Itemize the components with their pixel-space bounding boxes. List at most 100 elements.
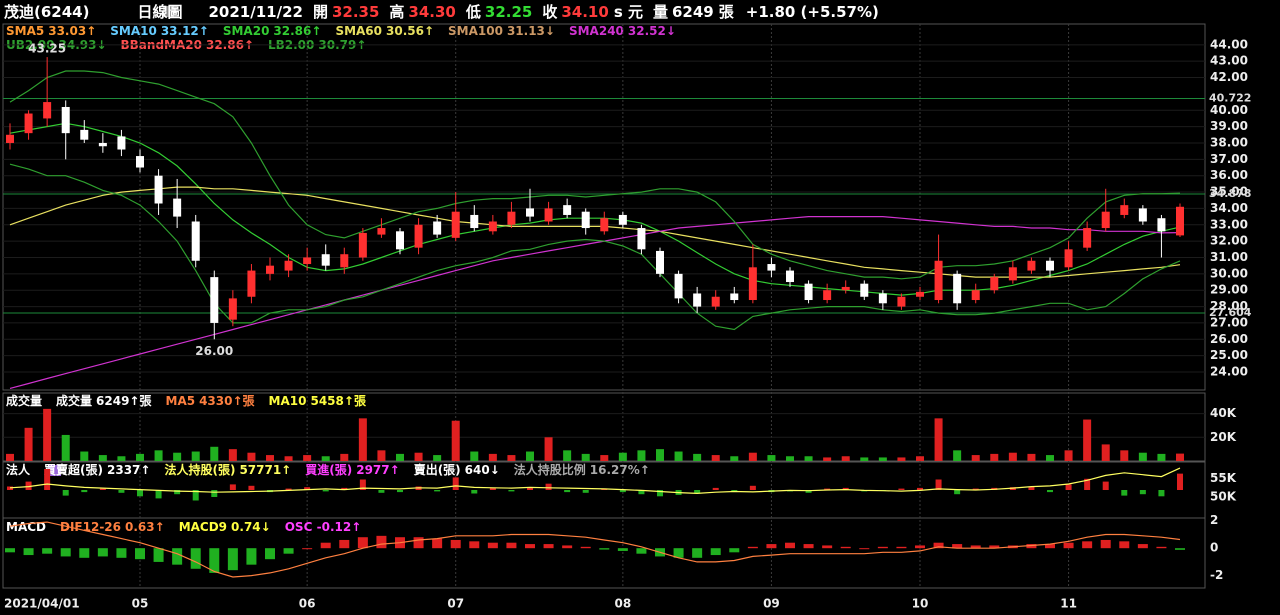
legend-name: 法人持股比例 bbox=[514, 462, 586, 477]
osc-bar bbox=[153, 548, 164, 562]
reference-label: 27.604 bbox=[1209, 306, 1252, 319]
osc-bar bbox=[209, 548, 220, 573]
osc-bar bbox=[302, 548, 313, 550]
candle-body bbox=[1064, 249, 1073, 268]
candle-body bbox=[953, 273, 962, 304]
y-tick-label: 26.00 bbox=[1210, 332, 1248, 346]
net-bar bbox=[44, 469, 51, 490]
dif-line bbox=[9, 521, 1181, 578]
candle-body bbox=[711, 296, 720, 307]
net-bar bbox=[471, 490, 478, 494]
volume-bar bbox=[767, 455, 776, 461]
candle-body bbox=[1176, 206, 1184, 236]
osc-bar bbox=[1063, 542, 1074, 549]
period-icon bbox=[163, 6, 174, 17]
quote-label: 量 bbox=[653, 3, 668, 21]
volume-bar bbox=[1046, 455, 1054, 461]
candle-body bbox=[414, 224, 423, 248]
net-bar bbox=[248, 485, 255, 490]
volume-bar bbox=[358, 418, 367, 461]
osc-bar bbox=[1156, 546, 1167, 549]
ma-line bbox=[9, 122, 1181, 296]
osc-bar bbox=[933, 542, 944, 549]
candle-body bbox=[748, 267, 757, 301]
osc-bar bbox=[729, 548, 740, 553]
candle-body bbox=[43, 102, 52, 119]
candle-body bbox=[1157, 218, 1166, 232]
volume-bar bbox=[916, 456, 924, 461]
y-tick-label: 40.00 bbox=[1210, 103, 1248, 117]
main-frame bbox=[2, 23, 1206, 391]
y-tick-label: -2 bbox=[1210, 568, 1223, 582]
candle-body bbox=[191, 221, 200, 261]
net-bar bbox=[7, 486, 13, 490]
volume-bar bbox=[1027, 453, 1036, 461]
quote-value: 32.25 bbox=[485, 3, 532, 21]
net-bar bbox=[174, 490, 181, 495]
net-bar bbox=[118, 490, 125, 493]
legend-name: MA10 bbox=[269, 394, 307, 408]
y-tick-label: 39.00 bbox=[1210, 119, 1248, 133]
x-tick-label: 06 bbox=[299, 597, 316, 611]
y-tick-label: 34.00 bbox=[1210, 201, 1248, 215]
osc-bar bbox=[1137, 544, 1148, 549]
legend-reading: 32.86↑ bbox=[273, 24, 321, 38]
osc-bar bbox=[525, 544, 535, 549]
volume-bar bbox=[154, 450, 163, 461]
volume-bar bbox=[488, 453, 497, 461]
x-tick-label: 10 bbox=[912, 597, 929, 611]
candle-body bbox=[470, 214, 479, 229]
volume-bar bbox=[303, 455, 312, 461]
candle-body bbox=[173, 198, 182, 217]
volume-bar bbox=[1083, 419, 1092, 461]
net-bar bbox=[285, 488, 292, 490]
legend-name: OSC bbox=[285, 520, 313, 534]
volume-bar bbox=[1157, 453, 1166, 461]
osc-bar bbox=[1082, 541, 1093, 549]
quote-value: 32.35 bbox=[332, 3, 379, 21]
stock-title: 茂迪(6244) bbox=[4, 3, 89, 21]
ma-line bbox=[9, 70, 1181, 280]
volume-bar bbox=[470, 451, 479, 461]
legend-reading: 4330↑張 bbox=[199, 394, 255, 408]
net-bar bbox=[1065, 484, 1072, 490]
y-tick-label: 40K bbox=[1210, 406, 1237, 420]
candle-body bbox=[934, 260, 943, 301]
osc-bar bbox=[896, 546, 907, 549]
quote-value: 6249 bbox=[672, 3, 714, 21]
candle-body bbox=[507, 211, 516, 225]
osc-bar bbox=[692, 548, 703, 558]
candle-body bbox=[303, 257, 312, 265]
legend-reading: 0.74↓ bbox=[231, 520, 271, 534]
net-bar bbox=[62, 490, 69, 496]
osc-bar bbox=[265, 548, 275, 560]
y-tick-label: 37.00 bbox=[1210, 152, 1248, 166]
net-bar bbox=[1047, 490, 1053, 493]
osc-bar bbox=[915, 545, 925, 549]
osc-bar bbox=[79, 548, 90, 558]
candle-body bbox=[656, 250, 664, 274]
legend-name: SMA240 bbox=[569, 24, 624, 38]
volume-bar bbox=[711, 455, 720, 461]
x-tick-label: 11 bbox=[1060, 597, 1077, 611]
net-bar bbox=[1028, 486, 1035, 490]
y-tick-label: 35.00 bbox=[1210, 185, 1248, 199]
y-tick-label: 38.00 bbox=[1210, 135, 1248, 149]
legend-reading: 640↓ bbox=[465, 463, 500, 477]
x-tick-label: 05 bbox=[132, 597, 149, 611]
y-tick-label: 55K bbox=[1210, 471, 1237, 485]
macd-frame bbox=[2, 517, 1206, 589]
net-bar bbox=[805, 490, 812, 493]
legend-name: DIF12-26 bbox=[60, 520, 121, 534]
volume-bar bbox=[266, 455, 274, 461]
volume-bar bbox=[1101, 444, 1110, 461]
candle-body bbox=[693, 293, 702, 307]
net-bar bbox=[619, 490, 626, 493]
osc-bar bbox=[246, 548, 257, 565]
osc-bar bbox=[952, 544, 963, 549]
net-bar bbox=[954, 490, 961, 495]
volume-bar bbox=[1008, 452, 1017, 461]
osc-bar bbox=[617, 548, 628, 551]
candle-body bbox=[878, 293, 887, 304]
